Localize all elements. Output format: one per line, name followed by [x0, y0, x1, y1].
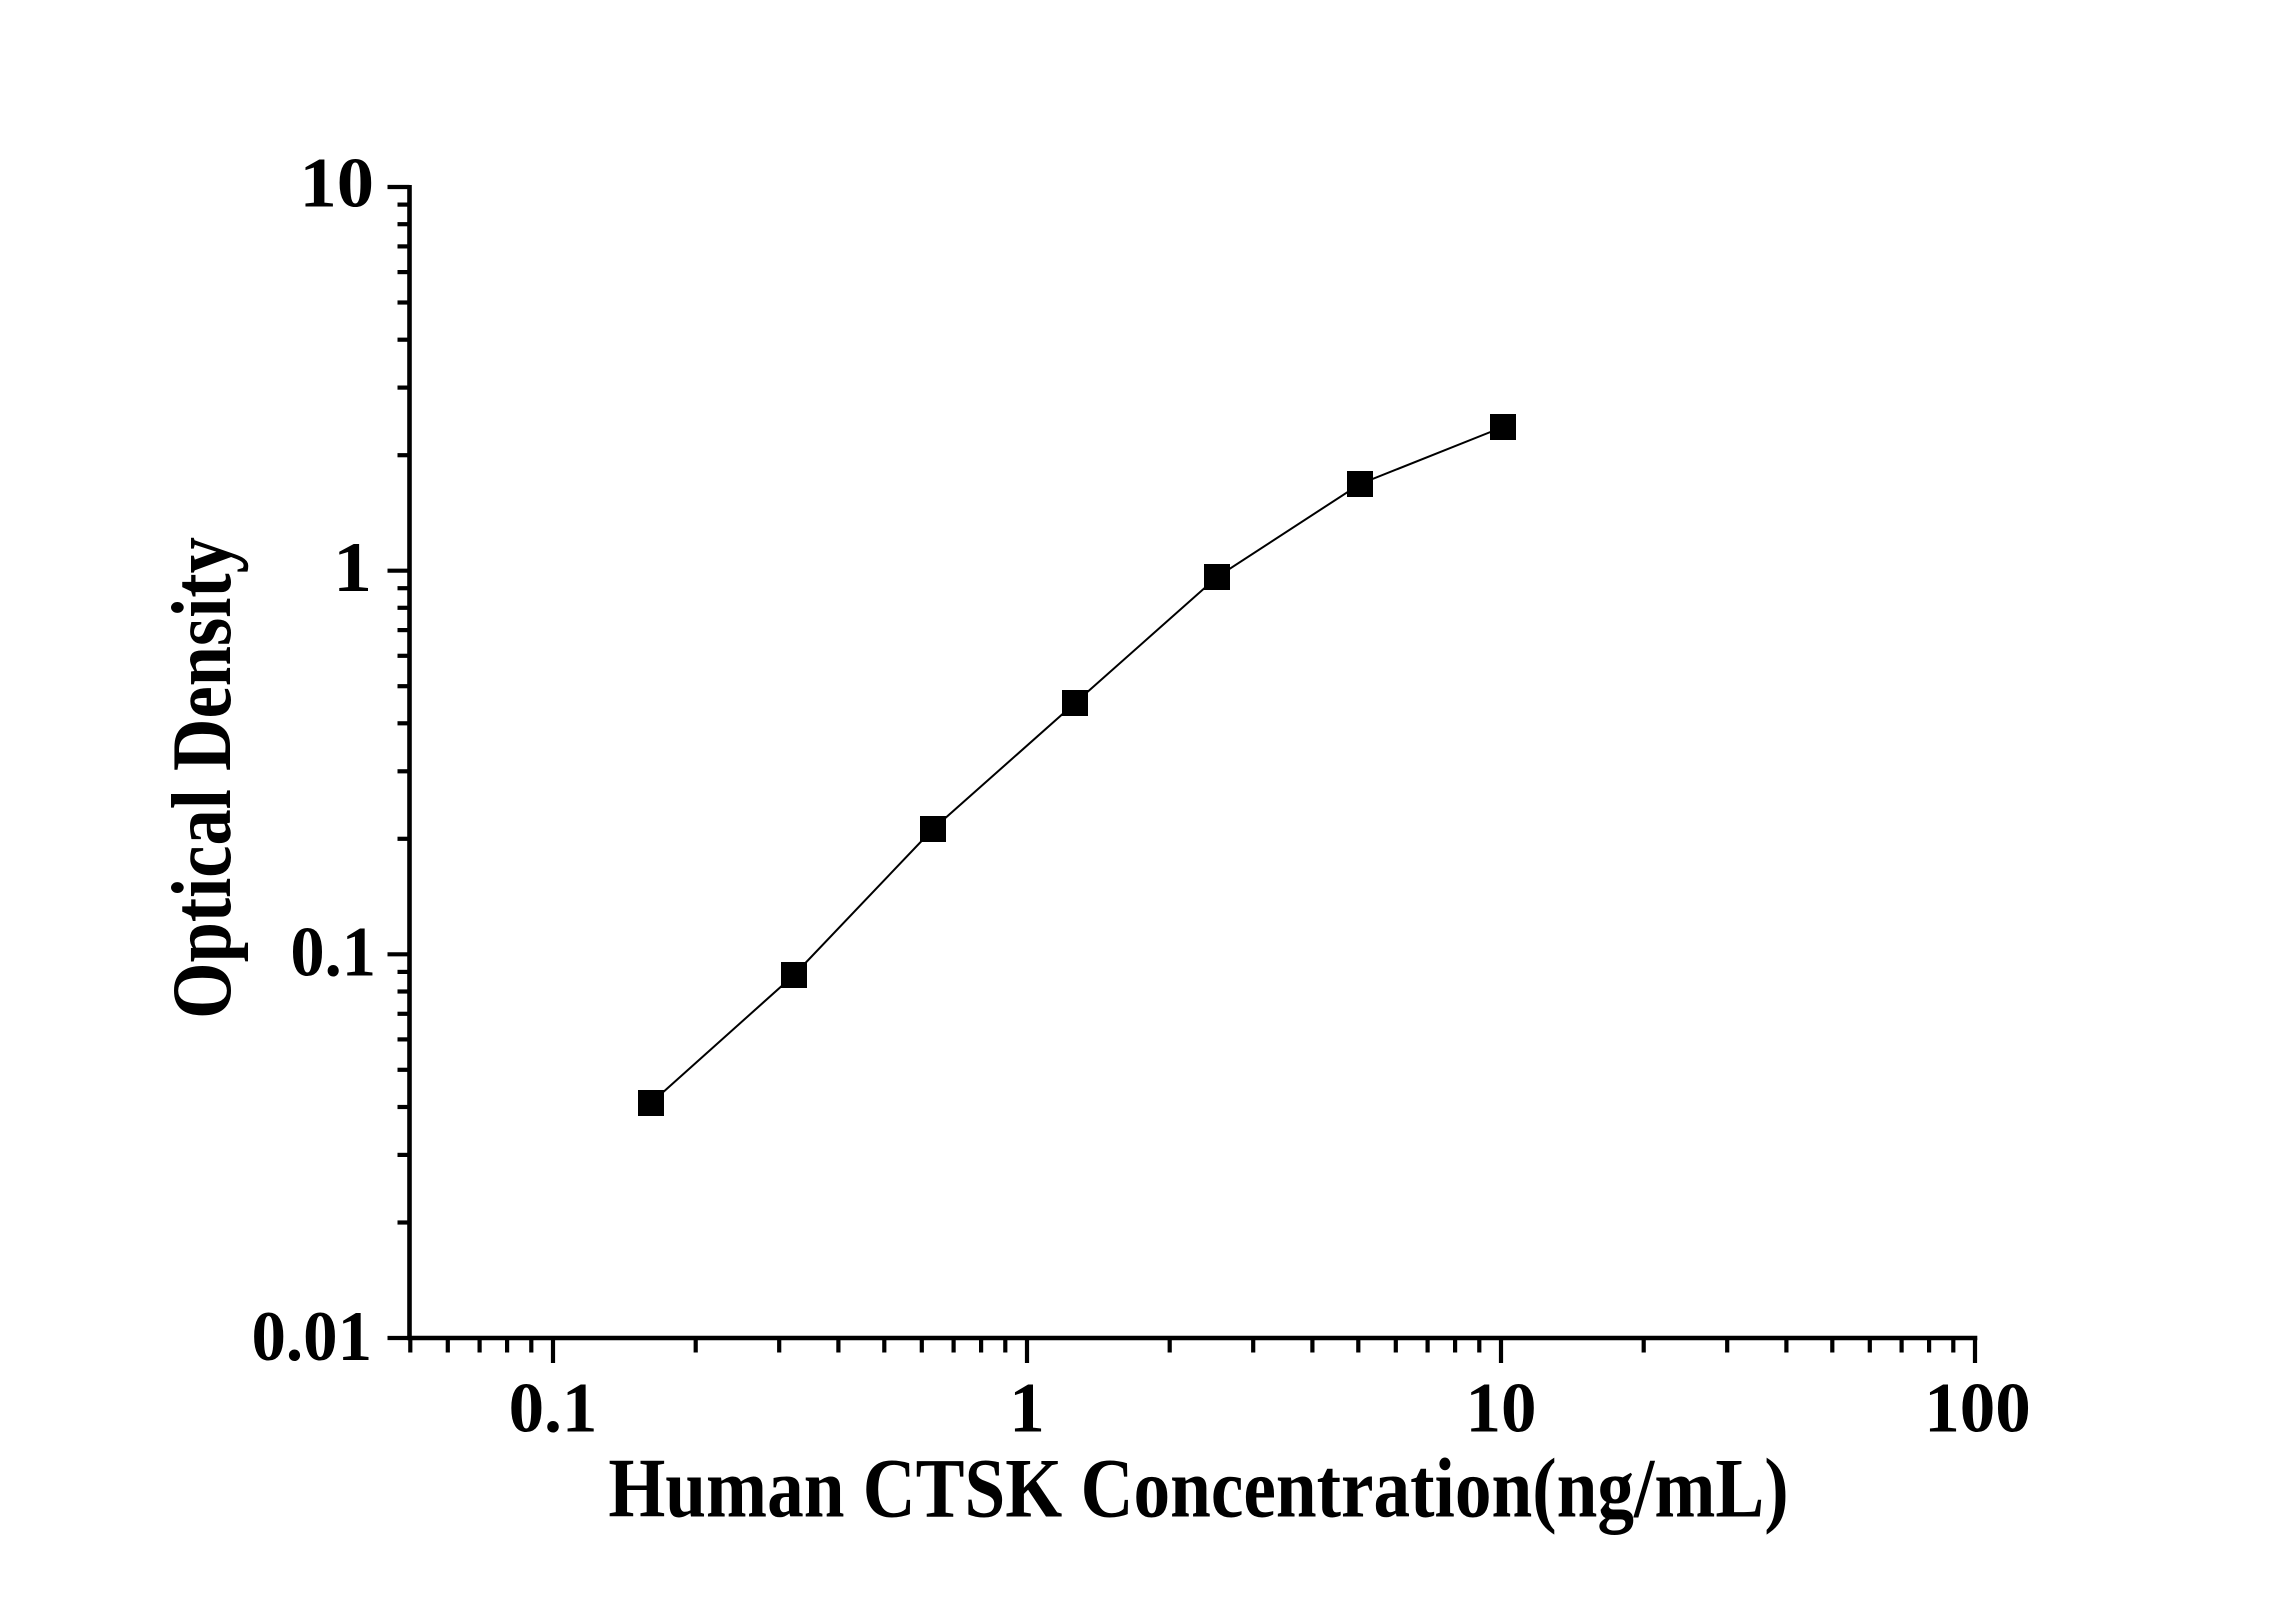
- svg-text:Optical Density: Optical Density: [156, 537, 249, 1019]
- svg-text:10: 10: [299, 143, 374, 222]
- svg-text:0.01: 0.01: [251, 1298, 372, 1376]
- svg-text:0.1: 0.1: [290, 913, 376, 991]
- svg-text:100: 100: [1924, 1370, 2031, 1448]
- svg-text:Human CTSK Concentration(ng/mL: Human CTSK Concentration(ng/mL): [608, 1443, 1788, 1536]
- svg-text:1: 1: [1009, 1370, 1045, 1448]
- svg-text:0.1: 0.1: [509, 1370, 598, 1448]
- svg-text:1: 1: [333, 528, 372, 607]
- svg-text:10: 10: [1466, 1370, 1537, 1448]
